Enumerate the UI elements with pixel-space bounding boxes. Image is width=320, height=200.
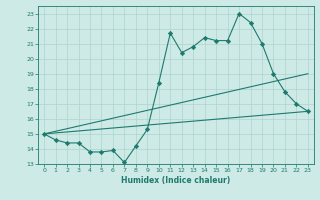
X-axis label: Humidex (Indice chaleur): Humidex (Indice chaleur): [121, 176, 231, 185]
